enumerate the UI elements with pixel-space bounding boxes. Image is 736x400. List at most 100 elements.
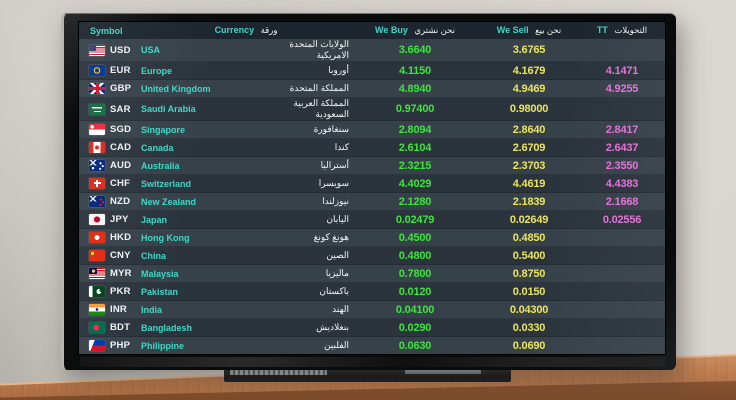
flag-pkr-icon — [89, 286, 105, 297]
we-buy-value: 0.04100 — [395, 303, 435, 316]
flag-nzd-icon — [89, 196, 105, 207]
we-sell-value: 0.04300 — [509, 303, 549, 316]
currency-code: EUR — [110, 65, 131, 76]
we-sell-value: 2.8640 — [512, 123, 546, 136]
rate-row: EUR Europe أوروبا 4.1150 4.1679 4.1471 — [79, 62, 665, 80]
country-name-ar: الصين — [326, 250, 349, 260]
flag-hkd-icon — [89, 232, 105, 243]
flag-myr-icon — [89, 268, 105, 279]
currency-code: JPY — [110, 214, 129, 225]
header-we-buy: We Buy نحن نشتري — [351, 25, 479, 36]
we-buy-value: 4.4029 — [398, 177, 432, 190]
currency-code: GBP — [110, 83, 132, 94]
we-buy-value: 2.1280 — [398, 195, 432, 208]
flag-aud-icon — [89, 160, 105, 171]
rates-body: USD USA الولايات المتحدة الامريكية 3.664… — [79, 39, 665, 354]
symbol-cell: CNY — [79, 250, 141, 261]
symbol-cell: PKR — [79, 286, 141, 297]
we-buy-value: 0.7800 — [398, 267, 432, 280]
we-sell-value: 2.6709 — [512, 141, 546, 154]
symbol-cell: CHF — [79, 178, 141, 189]
country-name-en: Australia — [141, 160, 180, 171]
currency-code: HKD — [110, 232, 132, 243]
country-name-ar: الهند — [332, 304, 349, 314]
flag-php-icon — [89, 340, 105, 351]
board-header-row: Symbol Currency ورقة We Buy نحن نشتري We… — [79, 22, 665, 39]
we-sell-value: 2.3703 — [512, 159, 546, 172]
rate-row: USD USA الولايات المتحدة الامريكية 3.664… — [79, 39, 665, 62]
symbol-cell: MYR — [79, 268, 141, 279]
rate-row: GBP United Kingdom المملكة المتحدة 4.894… — [79, 80, 665, 98]
rate-row: HKD Hong Kong هونغ كونغ 0.4500 0.4850 — [79, 229, 665, 247]
we-sell-value: 0.8750 — [512, 267, 546, 280]
header-we-sell-label-en: We Sell — [496, 25, 529, 35]
header-we-sell-label-ar: نحن بيع — [535, 25, 562, 35]
country-name-en: Malaysia — [141, 268, 179, 279]
country-name-en: Pakistan — [141, 286, 179, 297]
country-name-en: Bangladesh — [141, 322, 193, 333]
tv-frame: Symbol Currency ورقة We Buy نحن نشتري We… — [61, 13, 676, 370]
tv-stand-accent-strip — [405, 370, 481, 374]
country-name-en: United Kingdom — [141, 83, 211, 94]
country-name-en: China — [141, 250, 167, 261]
we-buy-value: 4.1150 — [399, 64, 431, 77]
tt-value: 0.02556 — [602, 213, 642, 226]
flag-inr-icon — [89, 304, 105, 315]
flag-eur-icon — [89, 65, 105, 76]
header-symbol: Symbol — [79, 26, 141, 36]
currency-code: MYR — [110, 268, 132, 279]
flag-bdt-icon — [89, 322, 105, 333]
rate-row: SAR Saudi Arabia المملكة العربية السعودي… — [79, 98, 665, 121]
we-buy-value: 2.3215 — [398, 159, 432, 172]
country-name-ar: الولايات المتحدة الامريكية — [289, 39, 349, 60]
symbol-cell: SAR — [79, 103, 141, 115]
symbol-cell: NZD — [79, 196, 141, 207]
country-name-en: Hong Kong — [141, 232, 190, 243]
flag-cny-icon — [89, 250, 105, 261]
symbol-cell: USD — [79, 44, 141, 56]
rate-row: AUD Australia أستراليا 2.3215 2.3703 2.3… — [79, 157, 665, 175]
we-sell-value: 4.9469 — [512, 82, 546, 95]
header-symbol-label: Symbol — [90, 25, 123, 36]
rate-row: NZD New Zealand نيوزلندا 2.1280 2.1839 2… — [79, 193, 665, 211]
symbol-cell: CAD — [79, 142, 141, 153]
currency-code: CNY — [110, 250, 131, 261]
symbol-cell: JPY — [79, 214, 141, 225]
country-name-ar: بنغلاديش — [316, 322, 349, 332]
rate-row: SGD Singapore سنغافورة 2.8094 2.8640 2.8… — [79, 121, 665, 139]
rate-row: PHP Philippine الفلبين 0.0630 0.0690 — [79, 337, 665, 354]
country-name-en: New Zealand — [141, 196, 197, 207]
symbol-cell: EUR — [79, 65, 141, 76]
flag-sar-icon — [89, 103, 105, 115]
rate-row: CAD Canada كندا 2.6104 2.6709 2.6437 — [79, 139, 665, 157]
we-buy-value: 0.02479 — [395, 213, 435, 226]
we-sell-value: 0.02649 — [509, 213, 549, 226]
we-sell-value: 4.4619 — [512, 177, 546, 190]
country-name-ar: الفلبين — [323, 340, 349, 350]
currency-code: PHP — [110, 340, 131, 351]
country-name-en: Japan — [141, 214, 168, 225]
we-sell-value: 0.4850 — [512, 231, 546, 244]
country-name-en: Philippine — [141, 340, 185, 351]
we-buy-value: 2.8094 — [398, 123, 432, 136]
country-name-ar: أوروبا — [328, 65, 349, 75]
symbol-cell: AUD — [79, 160, 141, 171]
rate-row: CNY China الصين 0.4800 0.5400 — [79, 247, 665, 265]
symbol-cell: HKD — [79, 232, 141, 243]
country-name-ar: سنغافورة — [313, 124, 349, 134]
country-name-en: Canada — [141, 142, 174, 153]
tt-value: 4.1471 — [605, 64, 639, 77]
currency-code: AUD — [110, 160, 132, 171]
we-buy-value: 0.0120 — [398, 285, 432, 298]
symbol-cell: BDT — [79, 322, 141, 333]
header-currency: Currency ورقة — [141, 25, 351, 36]
header-we-buy-label-en: We Buy — [375, 25, 408, 35]
tt-value: 2.1668 — [605, 195, 639, 208]
flag-jpy-icon — [89, 214, 105, 225]
header-tt: TT التحويلات — [579, 25, 665, 36]
tv-screen: Symbol Currency ورقة We Buy نحن نشتري We… — [79, 22, 665, 354]
we-sell-value: 4.1679 — [512, 64, 546, 77]
currency-code: CAD — [110, 142, 132, 153]
country-name-ar: اليابان — [326, 214, 349, 224]
